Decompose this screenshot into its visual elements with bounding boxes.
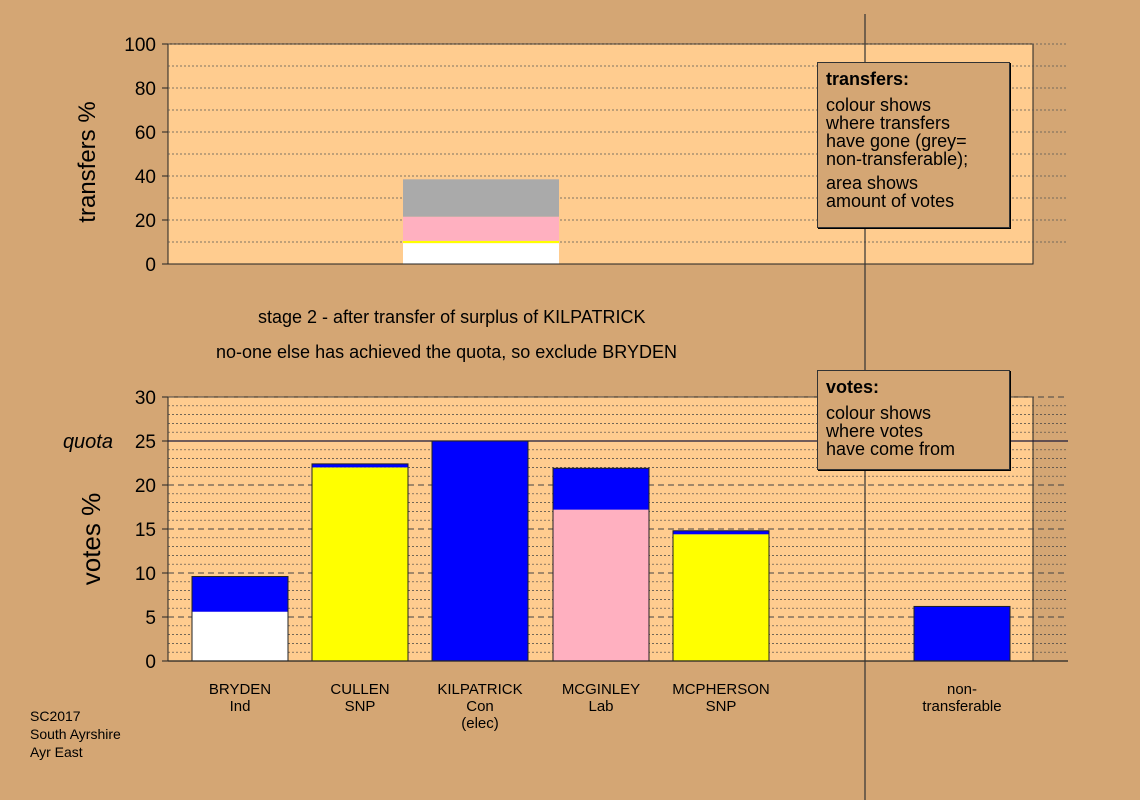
vote-bar-segment-Con: [553, 468, 649, 510]
exclusion-caption: no-one else has achieved the quota, so e…: [216, 342, 677, 362]
candidate-label: KILPATRICK Con (elec): [420, 681, 540, 732]
transfers-y-axis-label: transfers %: [74, 101, 101, 222]
votes-legend: votes: colour shows where votes have com…: [817, 370, 1010, 470]
candidate-label: BRYDEN Ind: [180, 681, 300, 715]
footer-ward: Ayr East: [30, 744, 83, 760]
vote-bar-segment-SNP: [312, 467, 408, 661]
candidate-label-line: MCGINLEY: [561, 681, 641, 698]
footer-council: South Ayrshire: [30, 726, 121, 742]
candidate-label-line: transferable: [922, 698, 1002, 715]
candidate-label: non-transferable: [902, 681, 1022, 715]
transfers-y-tick-label: 100: [124, 35, 156, 56]
candidate-label-line: Con: [466, 698, 494, 715]
candidate-label-line: SNP: [344, 698, 376, 715]
candidate-label-line: Ind: [229, 698, 251, 715]
vote-bar-segment-SNP: [673, 534, 769, 661]
transfers-y-tick-label: 20: [135, 211, 156, 232]
votes-y-tick-label: 20: [135, 476, 156, 497]
vote-bar-segment-Ind: [192, 611, 288, 661]
candidate-label-line: SNP: [705, 698, 737, 715]
candidate-label-line: CULLEN: [330, 681, 390, 698]
vote-bar-segment-Con: [192, 576, 288, 612]
votes-y-tick-label: 5: [145, 608, 156, 629]
transfers-legend-line: area shows: [826, 173, 919, 193]
votes-y-tick-label: 15: [135, 520, 156, 541]
votes-y-axis-label: votes %: [76, 493, 106, 586]
vote-bar-segment-Con: [914, 606, 1010, 661]
votes-y-tick-label: 30: [135, 388, 156, 409]
transfer-bar-segment-SNP: [403, 240, 559, 244]
transfers-legend-line: have gone (grey=: [826, 131, 967, 151]
vote-bar-segment-Con: [432, 441, 528, 661]
transfers-legend-line: colour shows: [826, 95, 932, 115]
transfers-legend: transfers: colour shows where transfers …: [817, 62, 1010, 228]
transfer-bar-segment-non_transferable: [403, 179, 559, 217]
transfers-legend-line: amount of votes: [826, 191, 955, 211]
candidate-label-line: MCPHERSON: [672, 681, 770, 698]
vote-bar-segment-Con: [312, 463, 408, 468]
quota-label: quota: [63, 431, 113, 453]
votes-legend-line: where votes: [826, 421, 924, 441]
candidate-label-line: (elec): [461, 715, 499, 732]
votes-y-tick-label: 10: [135, 564, 156, 585]
transfer-bar-segment-Lab: [403, 216, 559, 241]
vote-bar-segment-Lab: [553, 509, 649, 661]
candidate-label: CULLEN SNP: [300, 681, 420, 715]
transfer-bar-segment-Ind: [403, 243, 559, 264]
candidate-label-line: BRYDEN: [208, 681, 272, 698]
footer-election: SC2017: [30, 708, 81, 724]
votes-legend-title: votes:: [826, 377, 880, 397]
transfers-y-tick-label: 40: [135, 167, 156, 188]
transfers-y-tick-label: 80: [135, 79, 156, 100]
transfers-legend-line: non-transferable);: [826, 149, 969, 169]
votes-y-tick-label: 0: [145, 652, 156, 673]
stage-caption: stage 2 - after transfer of surplus of K…: [258, 307, 646, 327]
vote-bar-segment-Con: [673, 530, 769, 535]
votes-y-tick-label: 25: [135, 432, 156, 453]
votes-legend-line: have come from: [826, 439, 956, 459]
transfers-y-tick-label: 60: [135, 123, 156, 144]
candidate-label: MCGINLEY Lab: [541, 681, 661, 715]
candidate-label-line: KILPATRICK: [437, 681, 523, 698]
candidate-label-line: non-: [946, 681, 978, 698]
candidate-label: MCPHERSON SNP: [661, 681, 781, 715]
transfers-legend-line: where transfers: [826, 113, 951, 133]
election-footer: SC2017 South Ayrshire Ayr East: [30, 707, 121, 761]
votes-legend-line: colour shows: [826, 403, 932, 423]
candidate-label-line: Lab: [588, 698, 614, 715]
transfers-legend-title: transfers:: [826, 69, 910, 89]
transfers-y-tick-label: 0: [145, 255, 156, 276]
